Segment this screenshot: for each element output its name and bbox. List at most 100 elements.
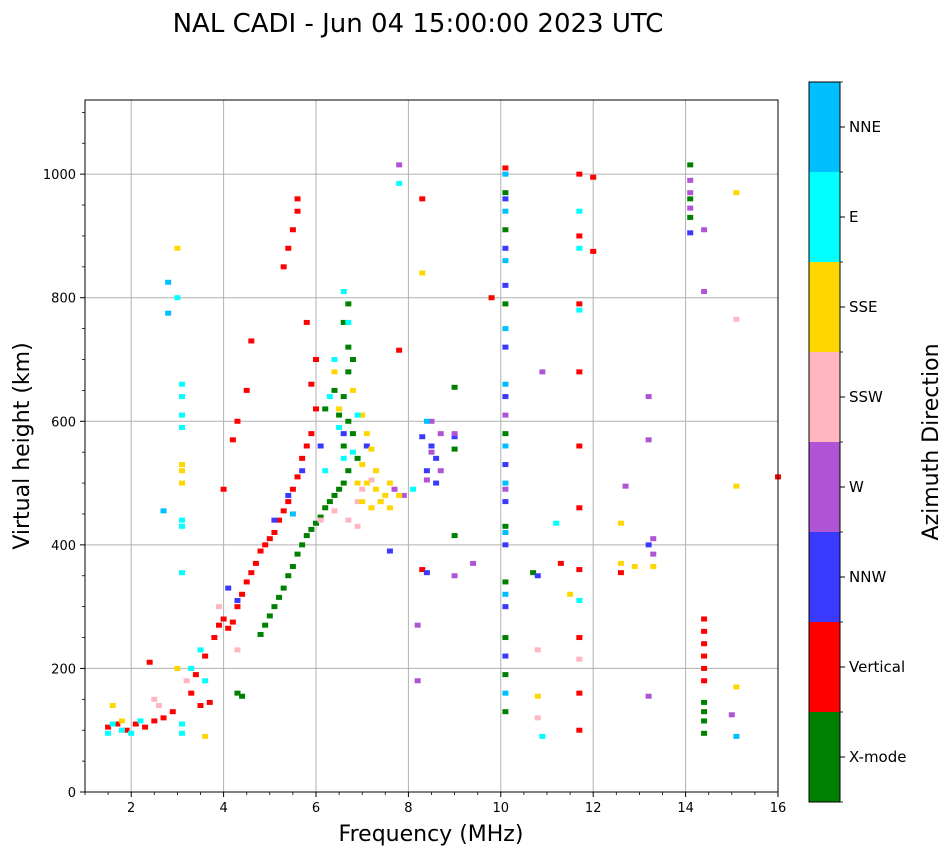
data-point (114, 721, 121, 727)
data-point (650, 563, 657, 569)
data-point (174, 245, 181, 251)
data-point (428, 449, 435, 455)
data-point (179, 462, 186, 468)
data-point (701, 628, 708, 634)
data-point (137, 718, 144, 724)
data-point (262, 622, 269, 628)
x-tick-label: 6 (312, 801, 320, 816)
colorbar-frame (808, 81, 841, 803)
data-point (317, 443, 324, 449)
data-point (400, 492, 407, 498)
data-point (645, 542, 652, 548)
data-point (576, 369, 583, 375)
data-point (576, 171, 583, 177)
data-point (179, 721, 186, 727)
data-point (109, 721, 116, 727)
y-tick-label: 0 (68, 786, 76, 801)
data-point (234, 418, 241, 424)
data-point (285, 573, 292, 579)
x-tick-label: 8 (404, 801, 412, 816)
colorbar-label-vertical: Vertical (849, 658, 905, 676)
data-point (243, 579, 250, 585)
x-axis-ticks: 2 4 6 8 10 12 14 16 (84, 792, 786, 816)
data-point (687, 162, 694, 168)
data-point (502, 462, 509, 468)
data-point (576, 727, 583, 733)
series-w (391, 162, 735, 718)
data-point (169, 709, 176, 715)
data-point (326, 499, 333, 505)
y-axis-ticks: 0 200 400 600 800 1000 (43, 111, 85, 801)
data-point (349, 431, 356, 437)
data-point (303, 443, 310, 449)
data-point (423, 418, 430, 424)
data-point (225, 585, 232, 591)
data-point (733, 733, 740, 739)
data-point (701, 699, 708, 705)
colorbar-swatch (809, 262, 840, 352)
colorbar-label-sse: SSE (849, 298, 878, 316)
data-point (502, 523, 509, 529)
data-point (354, 455, 361, 461)
data-point (229, 437, 236, 443)
data-point (534, 715, 541, 721)
data-point (502, 443, 509, 449)
data-point (303, 533, 310, 539)
data-point (733, 190, 740, 196)
data-point (340, 480, 347, 486)
data-point (276, 517, 283, 523)
x-tick-label: 10 (493, 801, 510, 816)
data-point (502, 165, 509, 171)
data-point (590, 248, 597, 254)
data-point (534, 693, 541, 699)
data-point (257, 631, 264, 637)
data-point (502, 196, 509, 202)
data-point (733, 684, 740, 690)
series-sse (109, 190, 740, 739)
data-point (308, 431, 315, 437)
series-x-mode (234, 162, 708, 736)
data-point (215, 622, 222, 628)
data-point (345, 468, 352, 474)
data-point (419, 567, 426, 573)
data-point (687, 214, 694, 220)
data-point (308, 526, 315, 532)
data-point (502, 690, 509, 696)
colorbar-swatch (809, 622, 840, 712)
data-point (386, 505, 393, 511)
data-point (313, 520, 319, 526)
data-point (502, 672, 509, 678)
data-point (687, 196, 694, 202)
data-point (733, 316, 740, 322)
data-point (340, 289, 347, 295)
data-point (530, 570, 537, 576)
data-point (423, 570, 430, 576)
data-point (386, 480, 393, 486)
data-point (349, 357, 356, 362)
data-point (451, 446, 458, 452)
data-point (225, 625, 232, 631)
data-point (557, 560, 564, 566)
data-point (220, 616, 227, 622)
data-point (354, 523, 361, 529)
data-point (650, 551, 657, 557)
y-tick-label: 600 (51, 415, 76, 430)
data-point (262, 542, 269, 548)
data-point (590, 174, 597, 180)
data-point (502, 709, 509, 715)
data-point (502, 344, 509, 350)
data-point (502, 653, 509, 659)
data-point (622, 483, 629, 489)
chart-title: NAL CADI - Jun 04 15:00:00 2023 UTC (173, 9, 664, 39)
data-point (617, 520, 624, 526)
data-point (118, 718, 125, 724)
data-point (687, 177, 694, 183)
data-point (336, 412, 343, 418)
data-point (188, 690, 195, 696)
colorbar-swatch (809, 82, 840, 172)
data-point (701, 616, 708, 622)
data-point (155, 703, 162, 708)
data-point (428, 418, 435, 424)
data-point (202, 733, 209, 739)
data-point (215, 604, 222, 610)
